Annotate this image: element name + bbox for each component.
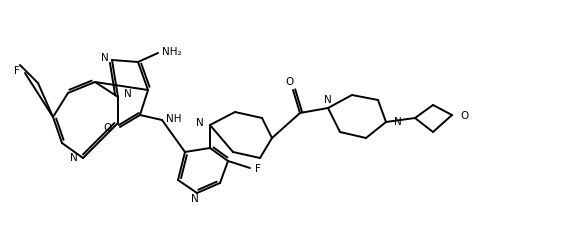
Text: N: N	[101, 53, 109, 63]
Text: O: O	[104, 123, 112, 133]
Text: F: F	[255, 164, 261, 174]
Text: N: N	[324, 95, 332, 105]
Text: N: N	[394, 117, 402, 127]
Text: F: F	[14, 66, 20, 76]
Text: N: N	[191, 194, 199, 204]
Text: O: O	[286, 77, 294, 87]
Text: O: O	[460, 111, 469, 121]
Text: NH₂: NH₂	[162, 47, 182, 57]
Text: N: N	[196, 118, 204, 128]
Text: N: N	[70, 153, 78, 163]
Text: N: N	[124, 89, 132, 99]
Text: NH: NH	[166, 114, 182, 124]
